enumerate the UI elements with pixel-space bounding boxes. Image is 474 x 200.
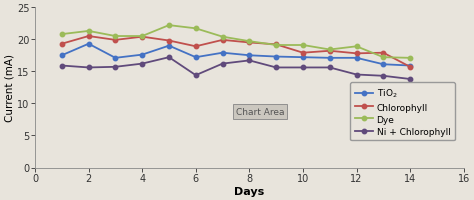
Ni + Chlorophyll bbox=[59, 65, 64, 67]
Y-axis label: Current (mA): Current (mA) bbox=[4, 54, 14, 122]
TiO$_2$ bbox=[407, 65, 413, 67]
TiO$_2$ bbox=[139, 54, 145, 57]
Chlorophyll bbox=[220, 39, 226, 42]
Ni + Chlorophyll bbox=[166, 57, 172, 59]
TiO$_2$ bbox=[327, 57, 333, 60]
TiO$_2$ bbox=[381, 64, 386, 66]
Dye bbox=[193, 28, 199, 30]
TiO$_2$ bbox=[246, 55, 252, 57]
Chlorophyll bbox=[193, 46, 199, 48]
Ni + Chlorophyll bbox=[354, 74, 359, 76]
Ni + Chlorophyll bbox=[407, 78, 413, 81]
Ni + Chlorophyll bbox=[112, 66, 118, 69]
TiO$_2$ bbox=[166, 45, 172, 48]
Chlorophyll bbox=[327, 50, 333, 53]
TiO$_2$ bbox=[193, 57, 199, 59]
Line: Chlorophyll: Chlorophyll bbox=[60, 35, 412, 70]
Dye bbox=[273, 45, 279, 47]
Ni + Chlorophyll bbox=[220, 63, 226, 65]
Dye bbox=[246, 41, 252, 43]
Line: Dye: Dye bbox=[60, 24, 412, 61]
Line: Ni + Chlorophyll: Ni + Chlorophyll bbox=[60, 56, 412, 82]
Dye bbox=[407, 57, 413, 60]
Chlorophyll bbox=[59, 43, 64, 46]
Chlorophyll bbox=[381, 52, 386, 55]
Chlorophyll bbox=[246, 42, 252, 44]
Ni + Chlorophyll bbox=[381, 75, 386, 78]
Dye bbox=[112, 36, 118, 38]
Dye bbox=[86, 31, 91, 33]
Dye bbox=[220, 36, 226, 39]
Ni + Chlorophyll bbox=[246, 60, 252, 62]
Dye bbox=[381, 57, 386, 59]
Chlorophyll bbox=[354, 53, 359, 55]
TiO$_2$ bbox=[59, 55, 64, 57]
Chlorophyll bbox=[407, 66, 413, 69]
Ni + Chlorophyll bbox=[300, 67, 306, 69]
Legend: TiO$_2$, Chlorophyll, Dye, Ni + Chlorophyll: TiO$_2$, Chlorophyll, Dye, Ni + Chloroph… bbox=[350, 83, 455, 141]
X-axis label: Days: Days bbox=[234, 186, 264, 196]
TiO$_2$ bbox=[273, 56, 279, 58]
Dye bbox=[59, 34, 64, 36]
Dye bbox=[354, 46, 359, 48]
Dye bbox=[300, 45, 306, 47]
Chlorophyll bbox=[112, 39, 118, 42]
Chlorophyll bbox=[86, 36, 91, 38]
Ni + Chlorophyll bbox=[327, 67, 333, 69]
Dye bbox=[327, 49, 333, 51]
Text: Chart Area: Chart Area bbox=[236, 107, 284, 116]
TiO$_2$ bbox=[220, 52, 226, 55]
Ni + Chlorophyll bbox=[273, 67, 279, 69]
Dye bbox=[166, 25, 172, 27]
Chlorophyll bbox=[273, 44, 279, 46]
Ni + Chlorophyll bbox=[139, 63, 145, 65]
TiO$_2$ bbox=[300, 57, 306, 59]
Ni + Chlorophyll bbox=[86, 67, 91, 69]
Chlorophyll bbox=[166, 40, 172, 43]
Chlorophyll bbox=[300, 52, 306, 55]
Dye bbox=[139, 36, 145, 38]
TiO$_2$ bbox=[354, 57, 359, 60]
Ni + Chlorophyll bbox=[193, 75, 199, 77]
TiO$_2$ bbox=[112, 57, 118, 60]
Line: TiO$_2$: TiO$_2$ bbox=[60, 42, 412, 68]
Chlorophyll bbox=[139, 36, 145, 39]
TiO$_2$ bbox=[86, 43, 91, 46]
